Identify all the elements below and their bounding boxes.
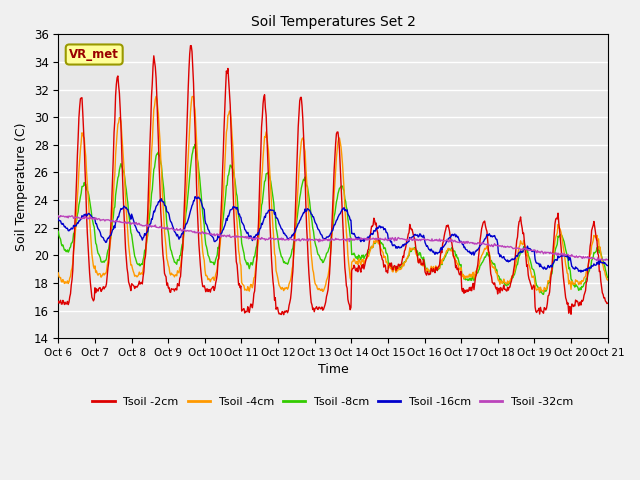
Y-axis label: Soil Temperature (C): Soil Temperature (C) (15, 122, 28, 251)
Text: VR_met: VR_met (69, 48, 119, 61)
Legend: Tsoil -2cm, Tsoil -4cm, Tsoil -8cm, Tsoil -16cm, Tsoil -32cm: Tsoil -2cm, Tsoil -4cm, Tsoil -8cm, Tsoi… (88, 392, 578, 411)
X-axis label: Time: Time (317, 363, 348, 376)
Title: Soil Temperatures Set 2: Soil Temperatures Set 2 (250, 15, 415, 29)
